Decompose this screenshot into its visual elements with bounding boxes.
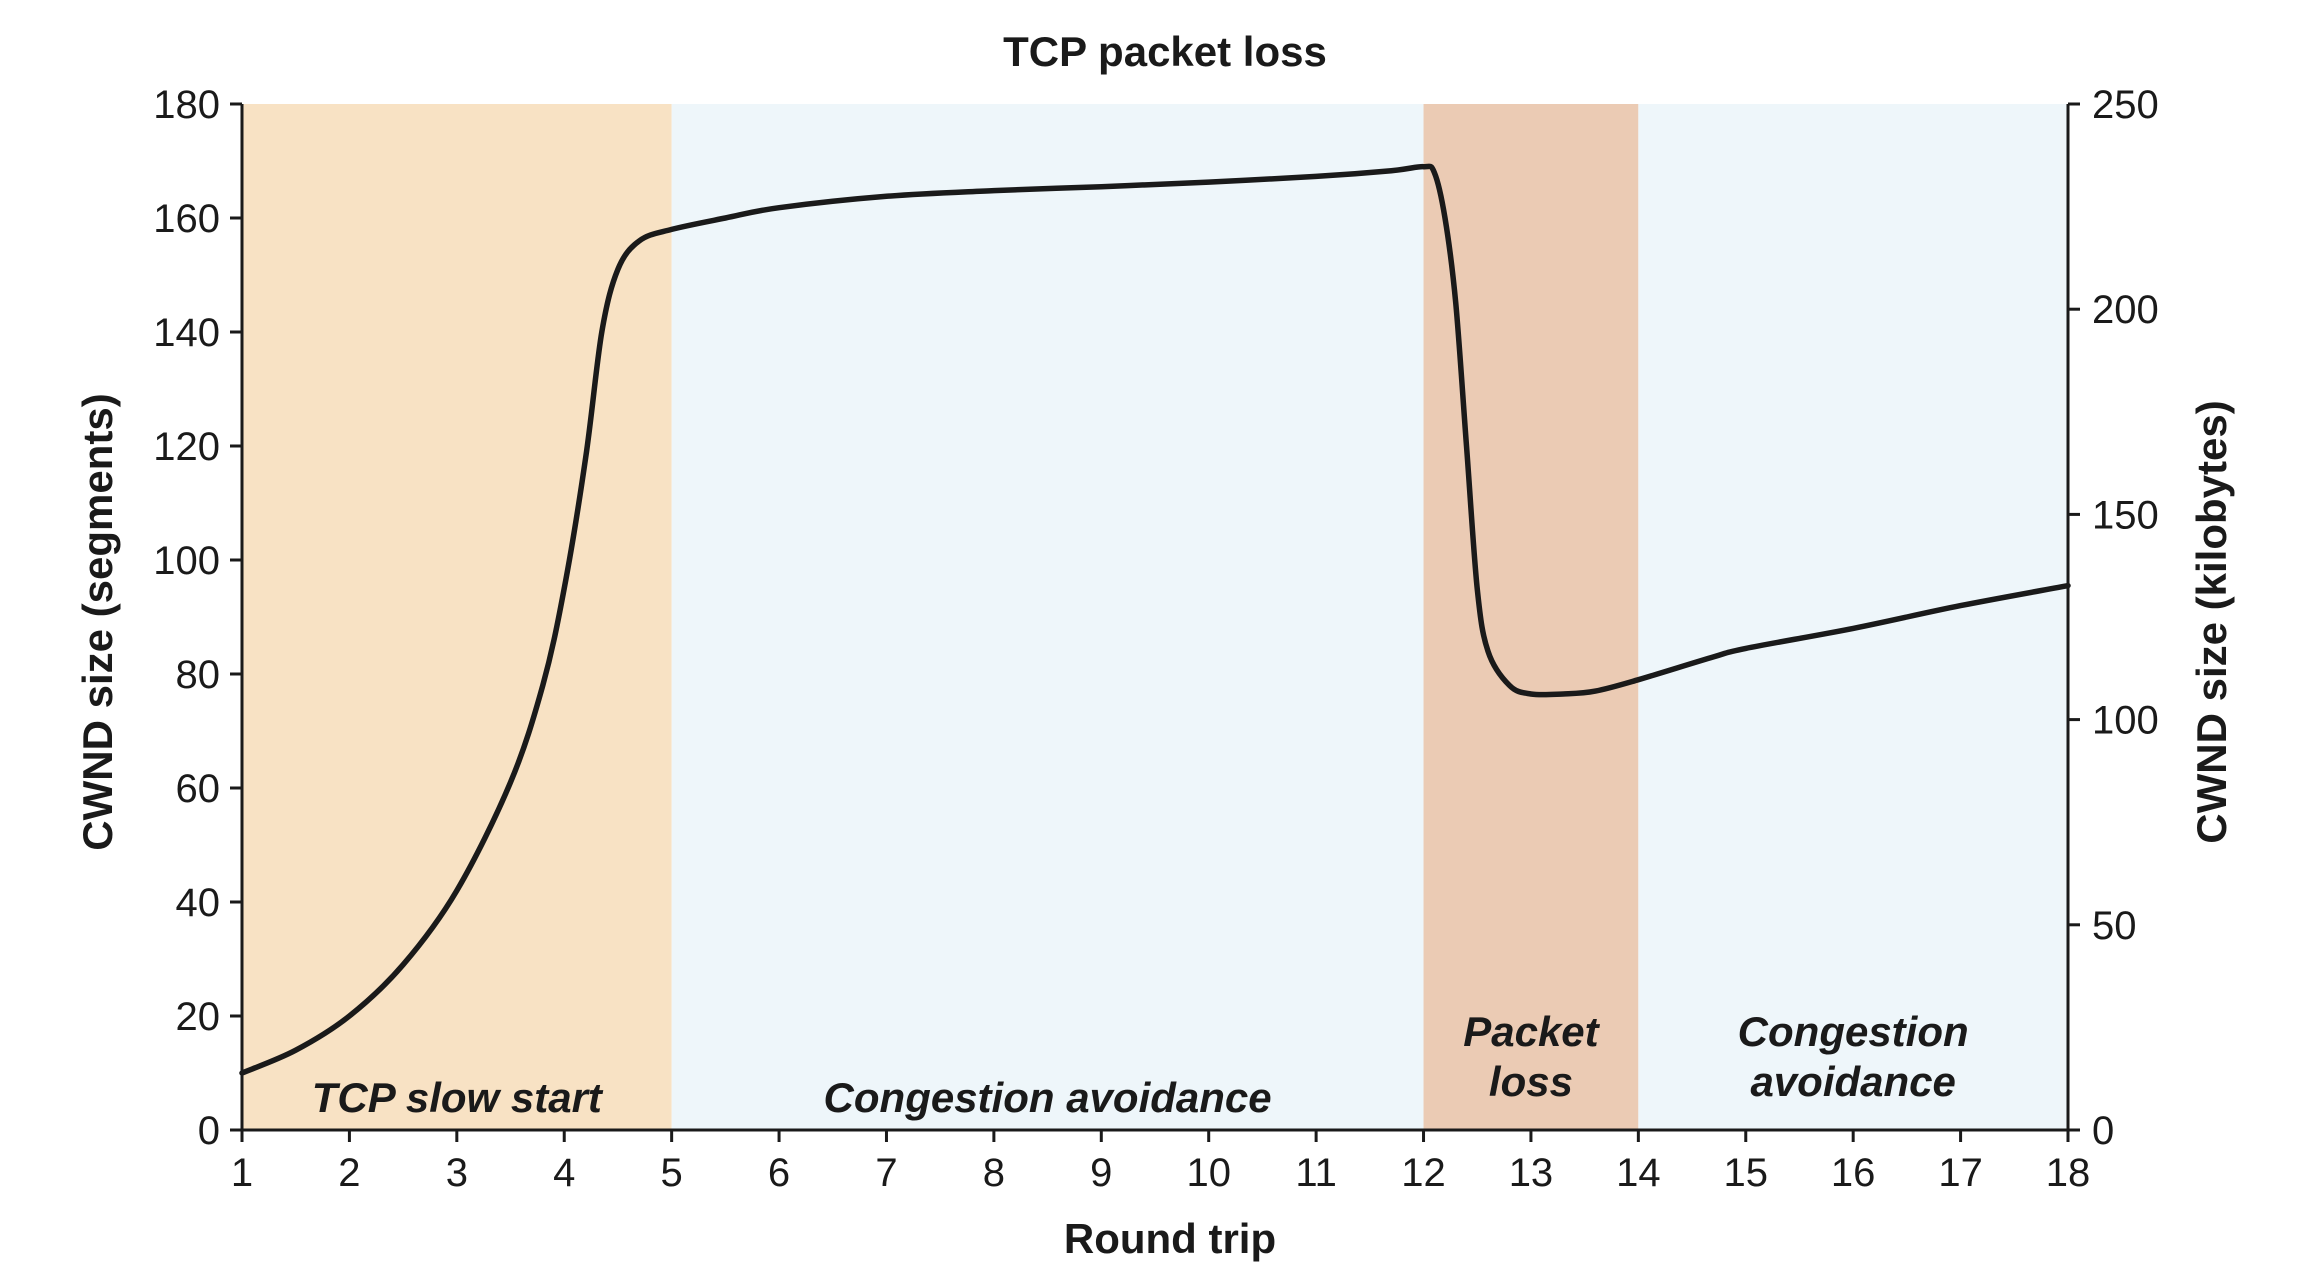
region-label-2-1: loss [1489,1058,1573,1105]
y2-tick-label-50: 50 [2092,904,2137,948]
x-tick-label-13: 13 [1509,1151,1554,1195]
region-2 [1423,104,1639,1130]
y-tick-label-180: 180 [153,83,220,127]
y2-axis-label: CWND size (kilobytes) [2188,400,2235,843]
x-tick-label-9: 9 [1090,1151,1112,1195]
y2-tick-label-200: 200 [2092,288,2159,332]
x-tick-label-10: 10 [1186,1151,1231,1195]
region-label-2-0: Packet [1463,1008,1600,1055]
y2-tick-label-100: 100 [2092,699,2159,743]
x-tick-label-16: 16 [1831,1151,1876,1195]
y-tick-label-100: 100 [153,539,220,583]
y-tick-label-140: 140 [153,311,220,355]
x-tick-label-15: 15 [1724,1151,1769,1195]
region-label-0-0: TCP slow start [312,1074,604,1121]
x-tick-label-17: 17 [1938,1151,1983,1195]
y-axis-label: CWND size (segments) [74,393,121,850]
y2-tick-label-150: 150 [2092,493,2159,537]
region-label-3-1: avoidance [1750,1058,1955,1105]
cwnd-line [239,163,2071,1076]
chart-title: TCP packet loss [1003,28,1327,75]
x-axis-ticks: 1 2 3 4 5 6 7 8 9 10 11 12 13 14 15 16 17 18 [231,1130,2090,1195]
x-tick-label-2: 2 [338,1151,360,1195]
y-tick-label-120: 120 [153,425,220,469]
region-label-1-0: Congestion avoidance [824,1074,1272,1121]
x-tick-label-8: 8 [983,1151,1005,1195]
y-tick-label-0: 0 [198,1109,220,1153]
x-axis-label: Round trip [1064,1215,1276,1262]
region-1 [671,104,1424,1130]
y-tick-label-20: 20 [176,995,221,1039]
y-tick-label-60: 60 [176,767,221,811]
x-tick-label-12: 12 [1401,1151,1446,1195]
y-tick-label-160: 160 [153,197,220,241]
x-tick-label-6: 6 [768,1151,790,1195]
axes [240,104,2070,1132]
x-tick-label-4: 4 [553,1151,575,1195]
x-tick-label-1: 1 [231,1151,253,1195]
y-tick-label-80: 80 [176,653,221,697]
x-tick-label-3: 3 [446,1151,468,1195]
x-tick-label-14: 14 [1616,1151,1661,1195]
region-0 [242,104,672,1130]
phase-region-labels: TCP slow start Congestion avoidance Packet… [312,1008,1969,1121]
region-label-3-0: Congestion [1738,1008,1969,1055]
y2-tick-label-250: 250 [2092,83,2159,127]
x-tick-label-18: 18 [2046,1151,2091,1195]
y2-tick-label-0: 0 [2092,1109,2114,1153]
y2-axis-ticks: 0 50 100 150 200 250 [2068,83,2159,1153]
x-tick-label-5: 5 [661,1151,683,1195]
y-tick-label-40: 40 [176,881,221,925]
region-3 [1638,104,2068,1130]
x-tick-label-7: 7 [875,1151,897,1195]
phase-regions [242,104,2068,1130]
x-tick-label-11: 11 [1295,1151,1337,1195]
y-axis-ticks: 0 20 40 60 80 100 120 140 160 180 [153,83,242,1153]
